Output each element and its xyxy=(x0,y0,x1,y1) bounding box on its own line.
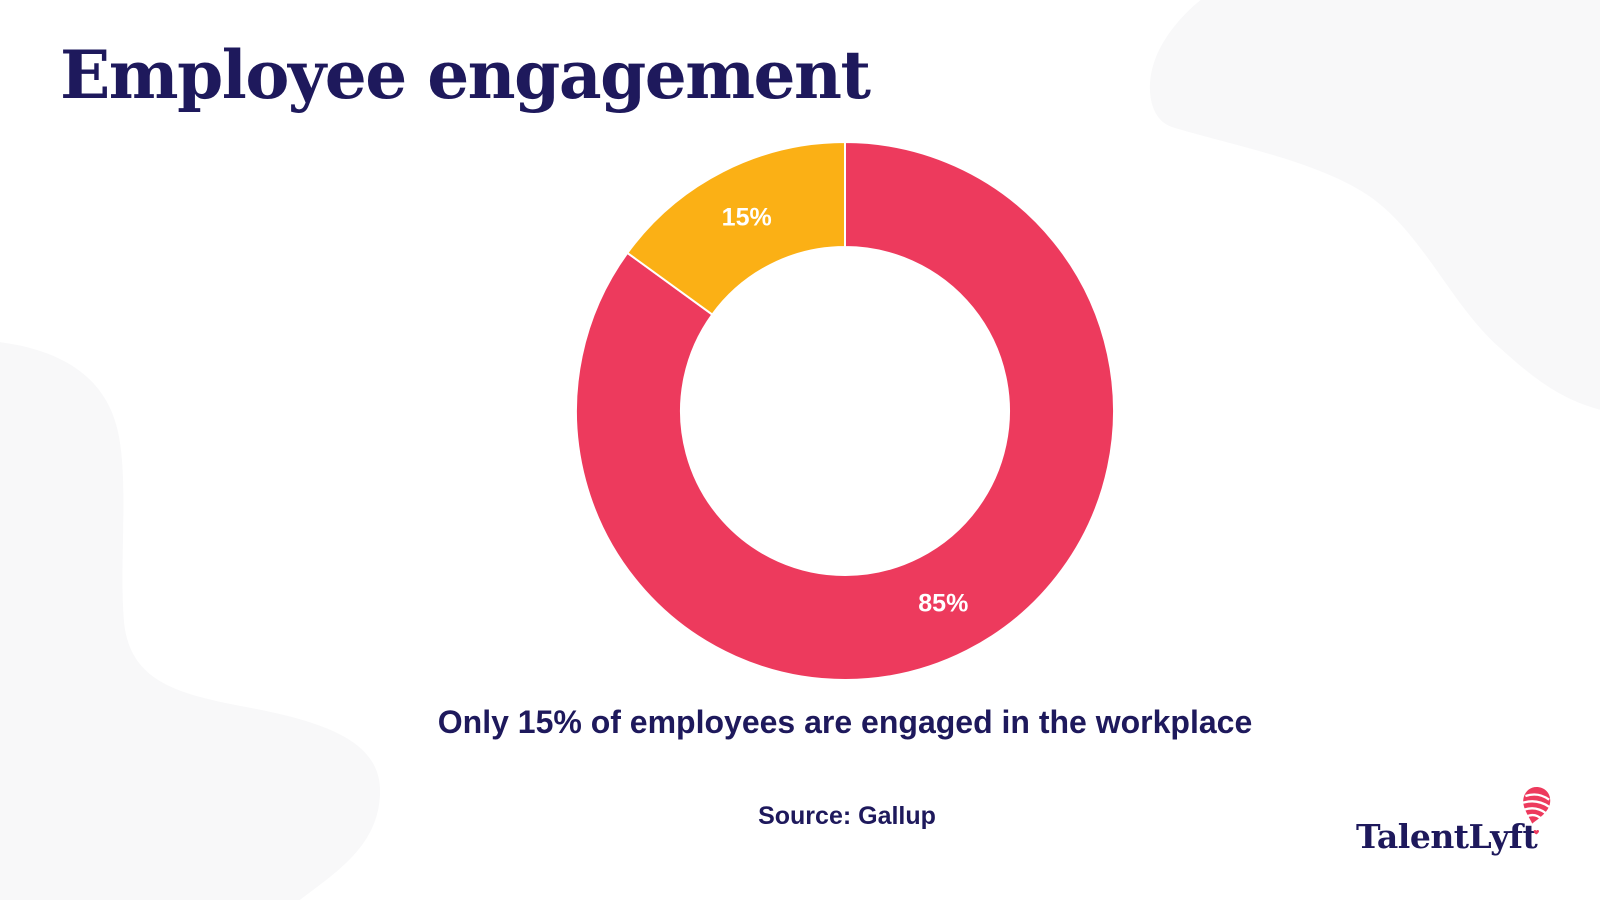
donut-chart: 85% 15% xyxy=(575,141,1115,681)
balloon-basket-dot xyxy=(1533,829,1539,835)
donut-segment-85 xyxy=(575,141,1115,681)
background-blob-top-right xyxy=(1149,0,1600,410)
donut-segment-label: 15% xyxy=(721,203,772,232)
chart-caption: Only 15% of employees are engaged in the… xyxy=(437,704,1253,740)
donut-segment-label: 85% xyxy=(918,589,969,618)
donut-chart-svg xyxy=(575,141,1115,681)
hot-air-balloon-icon xyxy=(1522,787,1551,835)
talentlyft-logo-text: TalentLyft xyxy=(1356,817,1538,856)
page-title: Employee engagement xyxy=(60,36,871,114)
donut-segment-15 xyxy=(625,141,846,316)
background-blob-bottom-left xyxy=(0,342,381,900)
talentlyft-logo: TalentLyft xyxy=(1356,817,1538,856)
source-credit: Source: Gallup xyxy=(758,802,936,830)
